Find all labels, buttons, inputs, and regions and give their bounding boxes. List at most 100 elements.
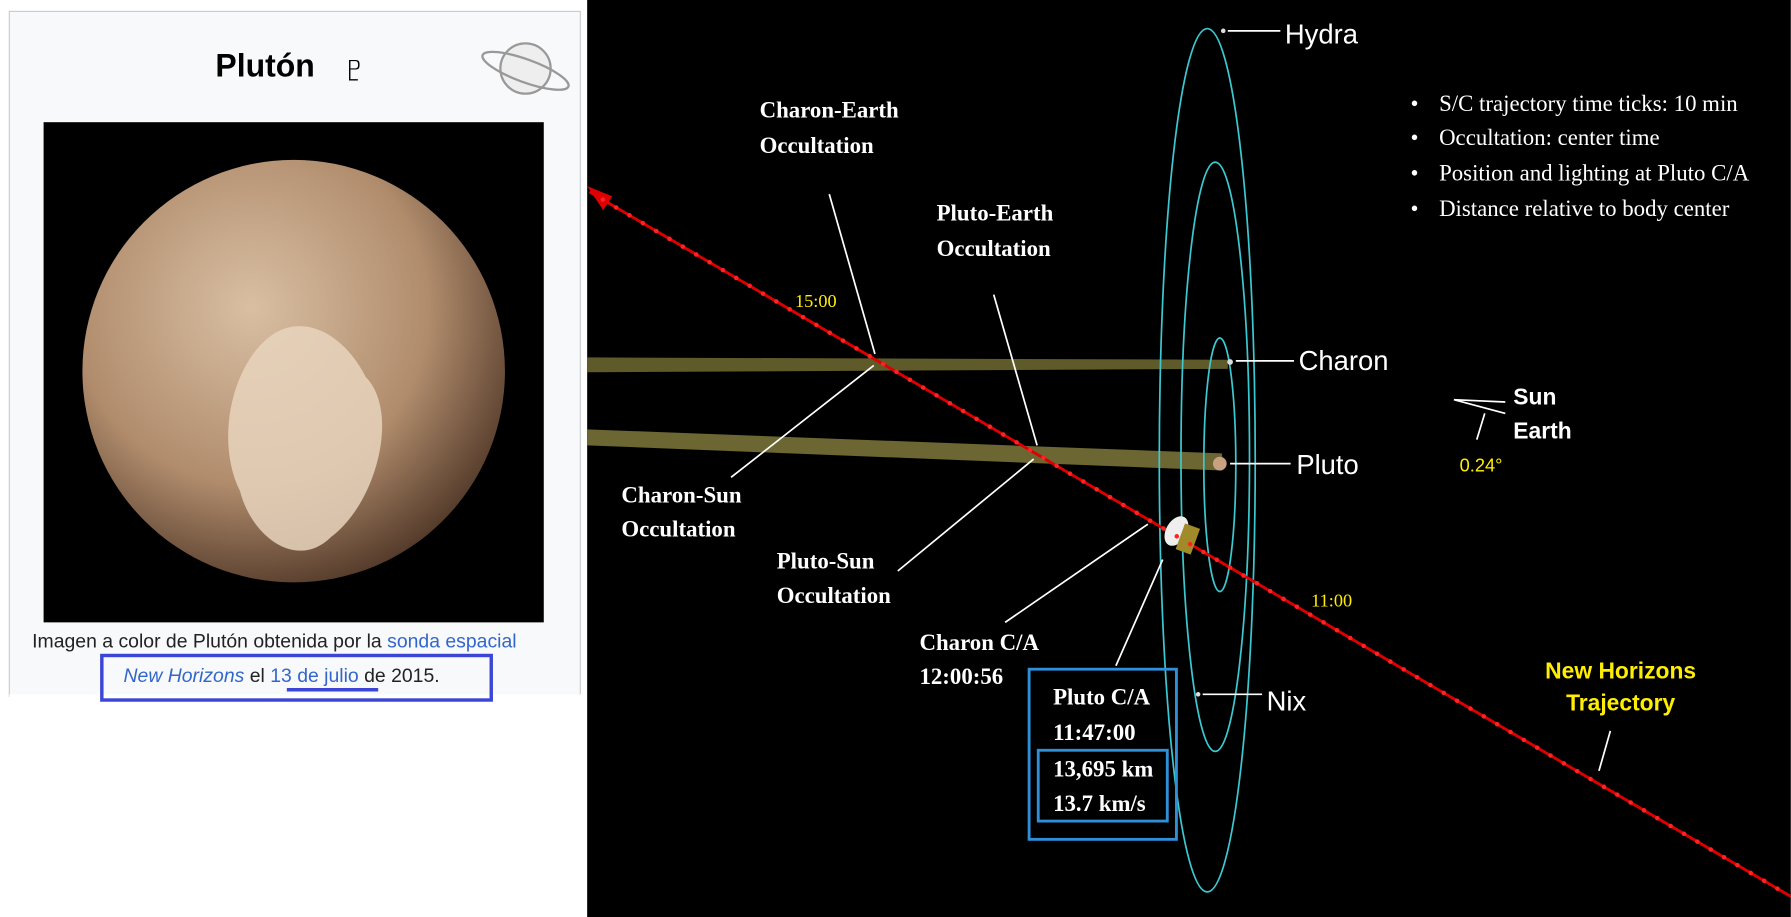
body-label: Nix — [1267, 685, 1307, 716]
time-dot — [907, 377, 913, 383]
caption: New Horizons el 13 de julio de 2015. — [124, 665, 440, 687]
label: 12:00:56 — [919, 664, 1003, 689]
label: 11:47:00 — [1053, 720, 1135, 745]
time-dot — [720, 267, 726, 273]
orbits — [1158, 27, 1257, 893]
time-dot — [760, 291, 766, 296]
time-dot — [920, 385, 926, 390]
label: Pluto C/A — [1053, 685, 1151, 710]
direction: Sun — [1513, 383, 1556, 409]
time-dot — [1081, 479, 1086, 484]
blank — [9, 694, 588, 917]
time-dot — [1254, 581, 1260, 586]
time-dot — [1588, 776, 1593, 782]
time-dot — [1361, 643, 1366, 649]
time-dot — [960, 408, 966, 414]
time-dot — [880, 361, 886, 367]
time-dot — [947, 400, 953, 406]
trajectory-label: Trajectory — [1566, 689, 1675, 715]
time-dot — [1548, 753, 1553, 758]
time-dot — [1348, 635, 1353, 641]
direction: Earth — [1513, 418, 1571, 444]
time-dot — [1748, 870, 1754, 876]
time-dot — [1014, 440, 1019, 445]
time-dot — [734, 275, 739, 281]
time-dot — [1174, 534, 1180, 539]
time-dot — [1761, 878, 1767, 884]
time-dot — [1334, 627, 1340, 633]
time-dot — [787, 306, 792, 312]
time-dot — [894, 369, 899, 375]
spacecraft — [1164, 516, 1201, 555]
link[interactable]: 13 de julio — [270, 665, 358, 687]
time-dot — [1454, 698, 1460, 704]
time-dot — [600, 197, 606, 202]
time-dot — [1227, 565, 1233, 570]
nix — [1195, 692, 1201, 697]
heart-region — [228, 326, 383, 551]
time-dot — [1428, 682, 1433, 688]
time-dot — [840, 338, 846, 343]
time-dot — [1161, 526, 1166, 531]
time-dot — [974, 416, 979, 422]
time-dot — [1374, 651, 1380, 657]
time-dot — [1187, 541, 1193, 547]
time-dot — [867, 353, 873, 359]
time-dot — [1775, 886, 1780, 891]
label: Charon-Earth — [760, 98, 899, 123]
time-dot — [613, 205, 619, 210]
time-dot — [1000, 432, 1006, 437]
ca-box — [1027, 667, 1178, 841]
time-dot — [1681, 831, 1687, 837]
time-dot — [1388, 659, 1393, 664]
time-dot — [1147, 518, 1153, 523]
note: • S/C trajectory time ticks: 10 min — [1411, 91, 1739, 116]
label: Charon C/A — [919, 630, 1039, 655]
time-dot — [1294, 604, 1300, 610]
time-dot — [627, 213, 632, 218]
time-dot — [1241, 573, 1246, 578]
time-dot — [800, 314, 806, 320]
time-dot — [1708, 847, 1713, 852]
arrowhead — [587, 186, 613, 211]
link[interactable]: sonda espacial — [387, 630, 516, 652]
time-dot — [1401, 667, 1406, 672]
time-dot — [934, 393, 939, 398]
time-dot — [1121, 502, 1126, 508]
time-dot — [1481, 714, 1487, 719]
angle: 0.24° — [1460, 455, 1503, 476]
time-dot — [1655, 815, 1660, 821]
link[interactable]: New Horizons — [124, 665, 245, 687]
body-label: Pluto — [1296, 449, 1358, 480]
time-dot — [1641, 808, 1647, 813]
label: Occultation — [760, 133, 874, 158]
time-dot — [1041, 455, 1046, 461]
time-tick: 15:00 — [795, 291, 837, 311]
label: 13.7 km/s — [1053, 791, 1146, 816]
body-label: Hydra — [1285, 18, 1359, 49]
time-dot — [1721, 855, 1727, 860]
time-dot — [1534, 745, 1540, 750]
time-dot — [1094, 487, 1099, 492]
time-dot — [854, 346, 859, 351]
time-dot — [1494, 721, 1500, 727]
time-dot — [1414, 674, 1420, 680]
hydra — [1220, 28, 1226, 34]
label: Occultation — [937, 236, 1051, 261]
caption: Imagen a color de Plutón obtenida por la… — [32, 630, 516, 652]
time-dot — [653, 228, 659, 234]
time-dot — [1201, 549, 1206, 555]
time-dot — [1668, 823, 1673, 829]
note: • Position and lighting at Pluto C/A — [1411, 160, 1750, 185]
time-dot — [707, 260, 712, 265]
time-dot — [1508, 729, 1513, 735]
time-dot — [1441, 690, 1447, 696]
label: Occultation — [777, 583, 891, 608]
trajectory-label: New Horizons — [1545, 657, 1696, 683]
time-dot — [1521, 737, 1527, 743]
time-dot — [1735, 862, 1740, 868]
ca-inner-box — [1036, 748, 1169, 823]
time-dot — [667, 236, 672, 242]
time-dot — [1614, 792, 1620, 797]
